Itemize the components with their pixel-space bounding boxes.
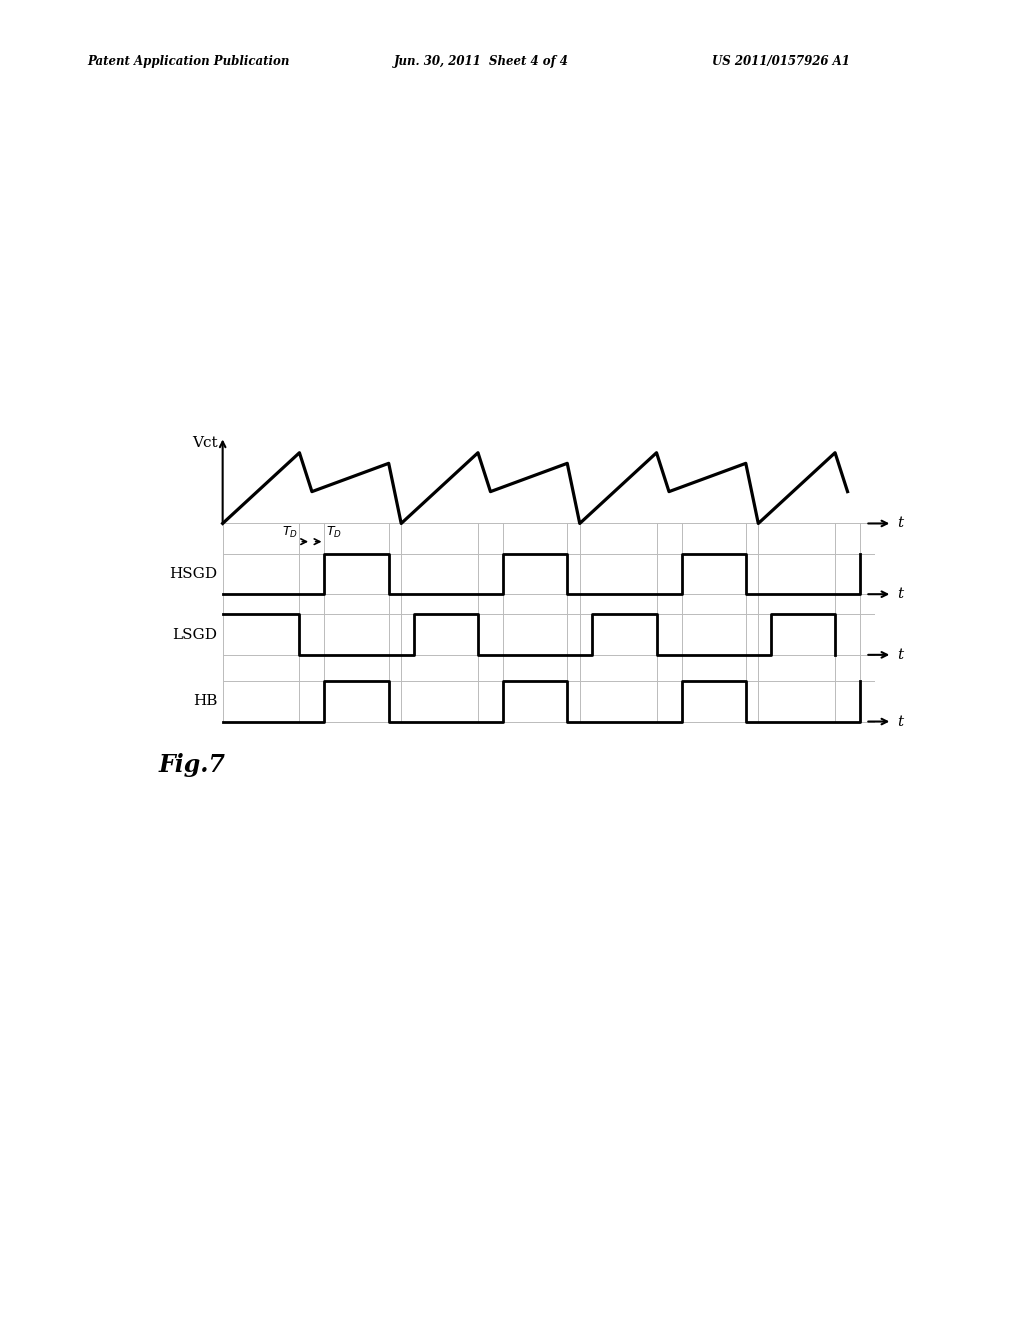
Text: HB: HB <box>193 694 217 709</box>
Text: Fig.7: Fig.7 <box>159 754 225 777</box>
Text: Patent Application Publication: Patent Application Publication <box>87 55 290 69</box>
Text: $T_D$: $T_D$ <box>282 524 298 540</box>
Text: US 2011/0157926 A1: US 2011/0157926 A1 <box>712 55 850 69</box>
Text: t: t <box>898 714 903 729</box>
Text: t: t <box>898 516 903 531</box>
Text: HSGD: HSGD <box>169 568 217 581</box>
Text: $T_D$: $T_D$ <box>327 524 342 540</box>
Text: Vct: Vct <box>191 436 217 450</box>
Text: t: t <box>898 587 903 601</box>
Text: t: t <box>898 648 903 661</box>
Text: Jun. 30, 2011  Sheet 4 of 4: Jun. 30, 2011 Sheet 4 of 4 <box>394 55 569 69</box>
Text: LSGD: LSGD <box>172 627 217 642</box>
